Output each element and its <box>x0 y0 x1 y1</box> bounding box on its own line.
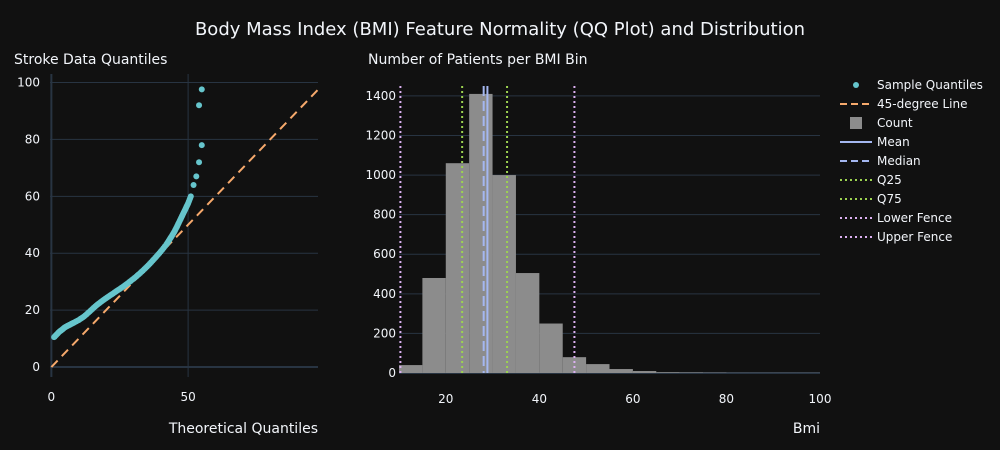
hist-bar <box>539 323 563 373</box>
legend-label: Count <box>877 116 913 130</box>
qq-y-tick-label: 80 <box>25 132 40 146</box>
hist-bar <box>656 372 680 373</box>
hist-y-tick-label: 400 <box>373 287 396 301</box>
hist-x-tick-label: 60 <box>625 392 640 406</box>
hist-x-tick-label: 80 <box>719 392 734 406</box>
hist-bar <box>492 175 516 373</box>
hist-x-tick-label: 20 <box>438 392 453 406</box>
hist-bar <box>515 273 540 373</box>
hist-y-tick-label: 1000 <box>365 168 396 182</box>
legend-label: Q75 <box>877 192 902 206</box>
hist-y-tick-label: 800 <box>373 208 396 222</box>
qq-reference-line <box>50 88 319 368</box>
qq-sample-point <box>196 102 203 109</box>
qq-y-tick-label: 100 <box>17 76 40 90</box>
qq-x-tick-label: 50 <box>180 390 195 404</box>
qq-sample-point <box>193 173 200 180</box>
legend-label: 45-degree Line <box>877 97 967 111</box>
qq-sample-point <box>187 193 194 200</box>
qq-sample-point <box>196 159 203 166</box>
qq-x-tick-label: 0 <box>48 390 56 404</box>
hist-reference-lines <box>399 86 576 373</box>
hist-y-tick-label: 600 <box>373 247 396 261</box>
figure-title: Body Mass Index (BMI) Feature Normality … <box>195 19 805 40</box>
legend: Sample Quantiles 45-degree Line Count Mean M… <box>840 78 983 244</box>
histogram-plot: Number of Patients per BMI Bin 0 200 400 60… <box>365 52 831 437</box>
legend-item-upper-fence[interactable]: Upper Fence <box>840 230 952 244</box>
hist-y-tick-label: 1400 <box>365 89 396 103</box>
qq-45-degree-line <box>50 88 319 368</box>
hist-y-tick-label: 1200 <box>365 128 396 142</box>
qq-y-tick-label: 60 <box>25 189 40 203</box>
hist-bar <box>586 364 610 373</box>
legend-marker-count <box>850 117 862 129</box>
legend-item-sample-quantiles[interactable]: Sample Quantiles <box>853 78 983 92</box>
qq-y-tick-label: 20 <box>25 303 40 317</box>
legend-label: Upper Fence <box>877 230 952 244</box>
hist-tick-labels: 0 200 400 600 800 1000 1200 1400 20 40 60 80 100 <box>365 89 831 406</box>
legend-label: Median <box>877 154 921 168</box>
legend-item-mean[interactable]: Mean <box>840 135 910 149</box>
legend-label: Q25 <box>877 173 902 187</box>
legend-item-q25[interactable]: Q25 <box>840 173 902 187</box>
hist-bar <box>679 372 704 373</box>
legend-label: Sample Quantiles <box>877 78 983 92</box>
legend-label: Mean <box>877 135 910 149</box>
qq-tick-labels: 0 20 40 60 80 100 0 50 <box>17 76 196 404</box>
hist-y-tick-label: 0 <box>388 366 396 380</box>
qq-sample-point <box>198 142 205 149</box>
hist-bar <box>632 371 657 373</box>
hist-bar <box>469 93 493 374</box>
hist-bar <box>445 163 470 373</box>
legend-label: Lower Fence <box>877 211 952 225</box>
hist-x-tick-label: 100 <box>809 392 832 406</box>
hist-x-axis-label: Bmi <box>793 421 820 437</box>
hist-bar <box>399 365 423 373</box>
hist-bar <box>562 357 587 373</box>
hist-subtitle: Number of Patients per BMI Bin <box>368 52 587 68</box>
qq-grid <box>50 74 318 377</box>
qq-x-axis-label: Theoretical Quantiles <box>168 421 318 437</box>
legend-marker-sample <box>853 82 859 88</box>
qq-y-tick-label: 40 <box>25 246 40 260</box>
qq-y-tick-label: 0 <box>32 360 40 374</box>
legend-item-median[interactable]: Median <box>840 154 921 168</box>
legend-item-45-degree-line[interactable]: 45-degree Line <box>840 97 967 111</box>
qq-sample-points <box>51 86 205 341</box>
hist-y-tick-label: 200 <box>373 326 396 340</box>
hist-x-tick-label: 40 <box>532 392 547 406</box>
hist-bar <box>609 369 633 373</box>
qq-sample-point <box>190 181 197 188</box>
qq-plot: Stroke Data Quantiles 0 20 40 60 80 100 0 50 Th… <box>14 52 319 437</box>
qq-sample-point <box>198 86 205 93</box>
qq-subtitle: Stroke Data Quantiles <box>14 52 167 68</box>
legend-item-count[interactable]: Count <box>850 116 913 130</box>
legend-item-lower-fence[interactable]: Lower Fence <box>840 211 952 225</box>
hist-bar <box>422 277 446 373</box>
legend-item-q75[interactable]: Q75 <box>840 192 902 206</box>
